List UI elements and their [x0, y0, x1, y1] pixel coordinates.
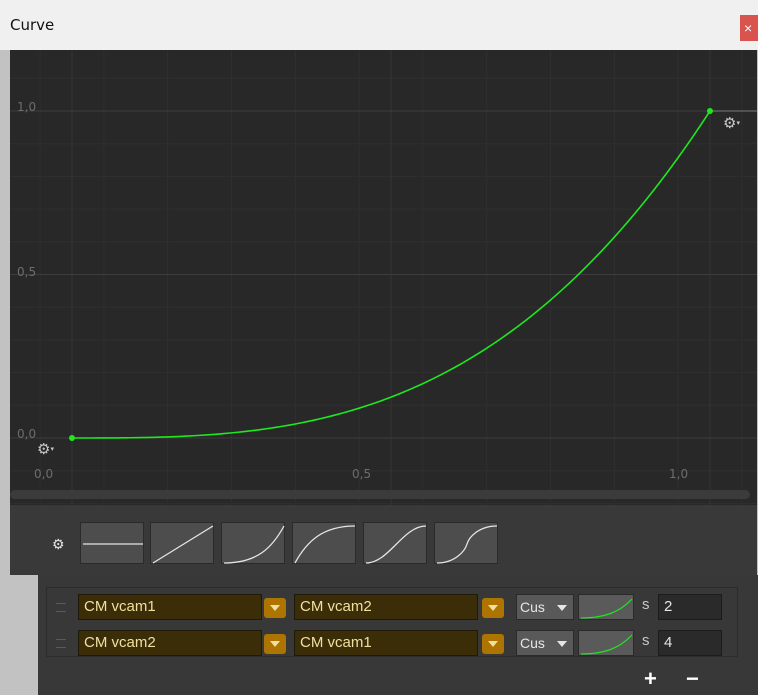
drag-handle-icon[interactable]: [56, 603, 66, 612]
preset-ease-out[interactable]: [292, 522, 356, 564]
curve-graph[interactable]: 1,0 0,5 0,0 0,0 0,5 1,0 ⚙▾ ⚙▾: [10, 50, 757, 505]
add-blend-button[interactable]: +: [644, 666, 657, 691]
y-tick-label-0: 0,0: [17, 427, 37, 441]
blend-time-field[interactable]: 2: [658, 594, 722, 620]
to-camera-field[interactable]: CM vcam1: [294, 630, 478, 656]
to-camera-field[interactable]: CM vcam2: [294, 594, 478, 620]
y-tick-label-1: 1,0: [17, 100, 37, 114]
custom-curve-thumbnail[interactable]: [578, 630, 634, 656]
x-tick-label-05: 0,5: [352, 467, 372, 481]
start-key-gear-icon[interactable]: ⚙▾: [37, 441, 54, 458]
blend-row: CM vcam1 CM vcam2 Cus s 2: [46, 592, 736, 622]
end-key-gear-icon[interactable]: ⚙▾: [723, 115, 740, 132]
preset-ease-in[interactable]: [221, 522, 285, 564]
blend-row: CM vcam2 CM vcam1 Cus s 4: [46, 628, 736, 658]
preset-constant[interactable]: [80, 522, 144, 564]
chevron-down-icon: [557, 605, 567, 611]
from-camera-field[interactable]: CM vcam2: [78, 630, 262, 656]
time-unit-label: s: [642, 596, 650, 613]
y-tick-label-05: 0,5: [17, 265, 37, 279]
x-tick-label-0: 0,0: [34, 467, 54, 481]
blend-time-field[interactable]: 4: [658, 630, 722, 656]
to-camera-dropdown[interactable]: [482, 634, 504, 654]
from-camera-dropdown[interactable]: [264, 634, 286, 654]
from-camera-field[interactable]: CM vcam1: [78, 594, 262, 620]
drag-handle-icon[interactable]: [56, 639, 66, 648]
blend-style-select[interactable]: Cus: [516, 630, 574, 656]
blend-list-frame: [46, 587, 738, 657]
curve-key-point[interactable]: [69, 435, 75, 441]
preset-strip: ⚙: [10, 505, 757, 575]
custom-curve-thumbnail[interactable]: [578, 594, 634, 620]
preset-ease-in-out-steep[interactable]: [434, 522, 498, 564]
from-camera-dropdown[interactable]: [264, 598, 286, 618]
curve-canvas[interactable]: [10, 50, 757, 505]
to-camera-dropdown[interactable]: [482, 598, 504, 618]
preset-linear[interactable]: [150, 522, 214, 564]
chevron-down-icon: [557, 641, 567, 647]
curve-line: [72, 110, 711, 439]
remove-blend-button[interactable]: −: [686, 666, 699, 691]
x-tick-label-1: 1,0: [669, 467, 689, 481]
blend-style-select[interactable]: Cus: [516, 594, 574, 620]
horizontal-scrollbar[interactable]: [10, 490, 750, 499]
preset-settings-gear-icon[interactable]: ⚙: [52, 536, 65, 552]
curve-key-point[interactable]: [707, 108, 713, 114]
preset-ease-in-out[interactable]: [363, 522, 427, 564]
time-unit-label: s: [642, 632, 650, 649]
title-bar: Curve ×: [0, 0, 758, 50]
close-button[interactable]: ×: [740, 15, 758, 41]
window-title: Curve: [10, 16, 55, 34]
